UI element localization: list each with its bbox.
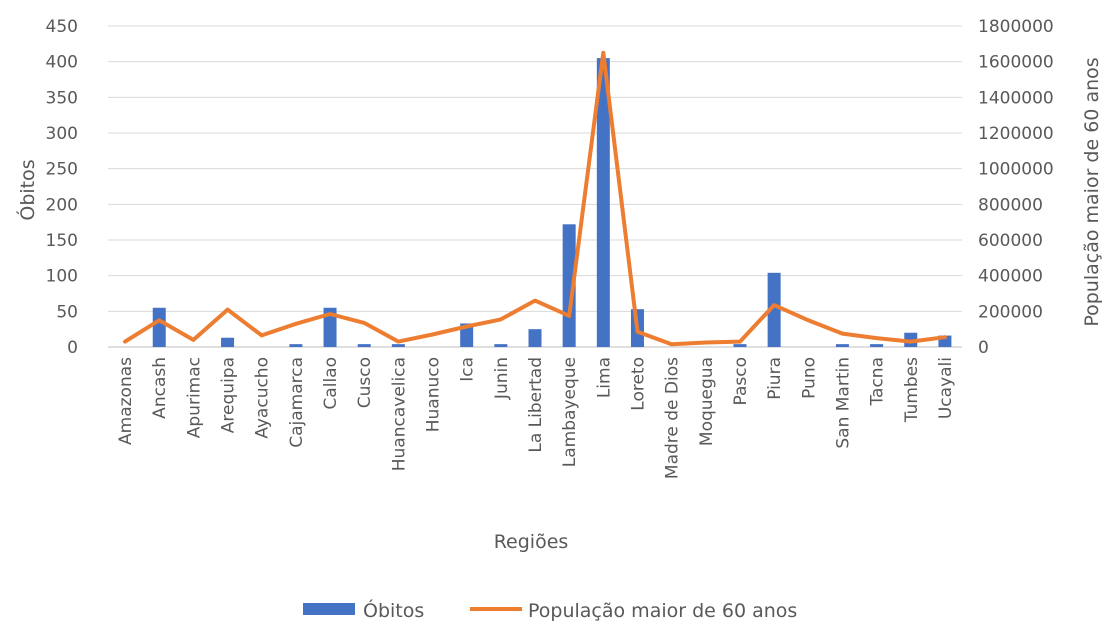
- x-tick-label: La Libertad: [526, 357, 546, 453]
- y-tick-label: 50: [56, 302, 78, 322]
- x-tick-label: Junin: [492, 357, 512, 400]
- x-axis-title: Regiões: [494, 531, 569, 553]
- y2-tick-label: 1200000: [978, 124, 1054, 144]
- x-tick-label: Ancash: [150, 357, 170, 419]
- y2-tick-label: 1000000: [978, 160, 1054, 180]
- bar: [767, 272, 781, 347]
- x-tick-label: Tacna: [868, 357, 888, 407]
- y2-tick-label: 400000: [978, 267, 1043, 287]
- bar: [357, 344, 371, 347]
- bar: [494, 344, 508, 347]
- y-tick-label: 0: [67, 338, 78, 358]
- bar: [733, 344, 747, 347]
- bar-series-obitos: [152, 58, 952, 347]
- x-tick-label: Huancavelica: [389, 357, 409, 471]
- x-tick-label: Lambayeque: [560, 357, 580, 467]
- x-tick-label: Madre de Dios: [663, 357, 683, 479]
- x-tick-label: Pasco: [731, 357, 751, 406]
- bar: [289, 344, 303, 347]
- y-tick-label: 100: [46, 267, 78, 287]
- x-tick-label: Huanuco: [424, 357, 444, 432]
- gridlines: [108, 25, 962, 348]
- y2-tick-label: 200000: [978, 302, 1043, 322]
- bar: [596, 58, 610, 347]
- x-tick-label: Ica: [458, 357, 478, 382]
- legend-swatch-obitos: [303, 603, 355, 615]
- bar: [323, 307, 337, 347]
- x-tick-label: Callao: [321, 357, 341, 410]
- x-tick-label: Loreto: [628, 357, 648, 411]
- left-axis-ticks: 0 50 100 150 200 250 300 350 400 450: [46, 17, 78, 358]
- y2-tick-label: 0: [978, 338, 989, 358]
- x-tick-label: Puno: [799, 357, 819, 399]
- bar: [152, 307, 166, 347]
- y-axis-title: Óbitos: [15, 159, 39, 220]
- x-tick-label: Arequipa: [219, 357, 239, 433]
- y-tick-label: 250: [46, 160, 78, 180]
- y2-tick-label: 1800000: [978, 17, 1054, 37]
- x-tick-label: Amazonas: [116, 357, 136, 445]
- legend: Óbitos População maior de 60 anos: [303, 598, 797, 622]
- bar: [460, 323, 474, 347]
- x-tick-label: Piura: [765, 357, 785, 400]
- y-tick-label: 200: [46, 195, 78, 215]
- y-tick-label: 400: [46, 53, 78, 73]
- y-tick-label: 150: [46, 231, 78, 251]
- x-tick-label: Cusco: [355, 357, 375, 408]
- bar: [870, 344, 884, 347]
- bar: [221, 337, 235, 347]
- x-tick-label: Tumbes: [902, 357, 922, 423]
- series-line: [123, 50, 947, 347]
- bar: [528, 329, 542, 347]
- right-axis-ticks: 0 200000 400000 600000 800000 1000000 1200000 1…: [978, 17, 1054, 358]
- y-tick-label: 350: [46, 88, 78, 108]
- x-tick-label: Ucayali: [936, 357, 956, 419]
- line-series-populacao: [123, 50, 947, 347]
- y2-axis-title: População maior de 60 anos: [1081, 57, 1103, 326]
- y-tick-label: 300: [46, 124, 78, 144]
- legend-label-populacao: População maior de 60 anos: [528, 600, 797, 622]
- x-tick-label: San Martin: [833, 357, 853, 449]
- bar: [835, 344, 849, 347]
- y2-tick-label: 1600000: [978, 53, 1054, 73]
- x-tick-label: Cajamarca: [287, 357, 307, 448]
- y2-tick-label: 600000: [978, 231, 1043, 251]
- x-tick-label: Moquegua: [697, 357, 717, 446]
- x-tick-label: Lima: [594, 357, 614, 398]
- x-tick-label: Apurimac: [184, 357, 204, 438]
- y2-tick-label: 1400000: [978, 88, 1054, 108]
- x-tick-label: Ayacucho: [253, 357, 273, 439]
- y-tick-label: 450: [46, 17, 78, 37]
- y2-tick-label: 800000: [978, 195, 1043, 215]
- bar: [391, 344, 405, 347]
- legend-label-obitos: Óbitos: [363, 598, 424, 622]
- bar: [938, 335, 952, 347]
- category-axis-ticks: Amazonas Ancash Apurimac Arequipa Ayacucho Ca…: [116, 357, 956, 479]
